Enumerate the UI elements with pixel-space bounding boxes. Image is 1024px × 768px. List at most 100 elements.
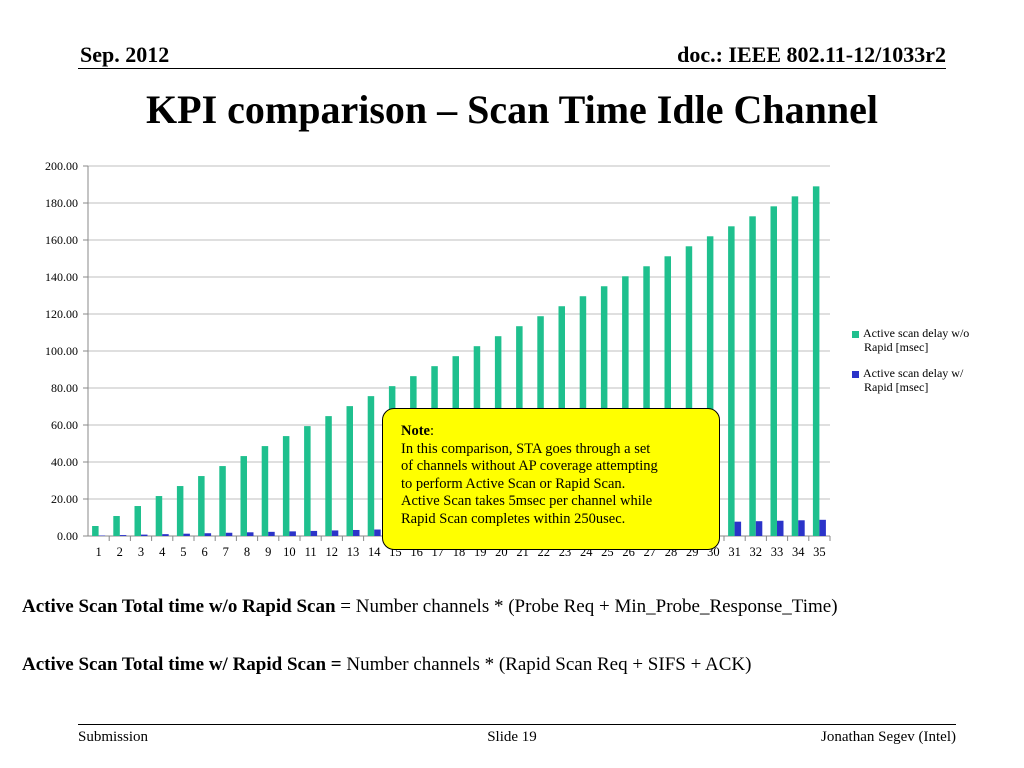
note-line: In this comparison, STA goes through a s…: [401, 440, 651, 457]
bar-series-1: [261, 446, 269, 536]
bar-series-1: [240, 456, 247, 536]
bar-series-2: [119, 535, 127, 536]
bar-series-1: [176, 486, 184, 536]
legend-label: Active scan delay w/: [863, 366, 964, 380]
bar-series-1: [92, 526, 99, 536]
x-tick-label: 8: [244, 545, 250, 559]
x-tick-label: 12: [326, 545, 339, 559]
formula-text: Number channels * (Rapid Scan Req + SIFS…: [346, 654, 752, 675]
bar-series-1: [728, 226, 735, 536]
bar-series-1: [643, 266, 650, 536]
y-tick-label: 0.00: [57, 529, 78, 543]
x-tick-label: 13: [347, 545, 360, 559]
formula-without-rapid-scan: Active Scan Total time w/o Rapid Scan = …: [22, 596, 838, 618]
bar-series-1: [113, 516, 120, 536]
x-tick-label: 9: [265, 545, 271, 559]
bar-series-2: [777, 520, 784, 536]
bar-series-1: [770, 206, 777, 536]
formula-label: Active Scan Total time w/o Rapid Scan: [22, 596, 336, 617]
x-tick-label: 35: [813, 545, 826, 559]
formula-text: = Number channels * (Probe Req + Min_Pro…: [335, 596, 838, 617]
bar-series-2: [755, 521, 763, 536]
bar-series-2: [798, 520, 805, 536]
slide-title: KPI comparison – Scan Time Idle Channel: [146, 87, 878, 132]
x-tick-label: 6: [201, 545, 207, 559]
x-tick-label: 7: [223, 545, 229, 559]
x-tick-label: 4: [159, 545, 166, 559]
header-divider: [78, 68, 946, 69]
note-line: of channels without AP coverage attempti…: [401, 458, 658, 474]
y-tick-label: 100.00: [45, 344, 78, 358]
formula-with-rapid-scan: Active Scan Total time w/ Rapid Scan = N…: [22, 654, 751, 676]
bar-series-2: [289, 531, 296, 536]
legend-label: Rapid [msec]: [864, 340, 929, 354]
legend-entry: Active scan delay w/o Rapid [msec]: [852, 326, 969, 354]
y-tick-label: 120.00: [45, 307, 78, 321]
legend-label: Rapid [msec]: [864, 380, 929, 394]
bar-series-2: [310, 530, 318, 536]
bar-series-2: [183, 533, 190, 536]
y-tick-label: 20.00: [51, 492, 78, 506]
bar-series-1: [219, 466, 226, 536]
bar-series-2: [162, 534, 169, 536]
bar-series-2: [268, 531, 275, 536]
bar-series-1: [791, 196, 799, 536]
bar-series-1: [282, 436, 290, 536]
x-tick-label: 34: [792, 545, 805, 559]
bar-series-2: [374, 529, 381, 536]
bar-series-2: [734, 521, 742, 536]
legend-label: Active scan delay w/o: [863, 326, 970, 340]
bar-series-1: [664, 256, 671, 536]
y-tick-label: 180.00: [45, 196, 78, 210]
bar-series-1: [622, 276, 629, 536]
footer-submission: Submission: [78, 729, 149, 745]
bar-series-1: [304, 426, 311, 536]
note-line: to perform Active Scan or Rapid Scan.: [401, 475, 626, 492]
x-tick-label: 14: [368, 545, 381, 559]
legend-swatch: [852, 330, 859, 338]
legend-entry: Active scan delay w/Rapid [msec]: [852, 366, 963, 394]
bar-series-1: [706, 236, 714, 537]
bar-series-2: [819, 519, 826, 536]
bar-series-1: [134, 506, 141, 536]
note-heading: Note: [401, 423, 430, 439]
bar-series-2: [141, 534, 148, 536]
note-line: Active Scan takes 5msec per channel whil…: [401, 493, 653, 509]
x-tick-label: 11: [305, 545, 317, 559]
bar-series-2: [331, 530, 339, 536]
y-tick-label: 200.00: [45, 159, 78, 173]
x-tick-label: 2: [117, 545, 123, 559]
x-tick-label: 5: [180, 545, 186, 559]
x-tick-label: 33: [771, 545, 784, 559]
y-tick-label: 140.00: [45, 270, 78, 284]
bar-series-2: [247, 532, 254, 536]
header-date: Sep. 2012: [80, 42, 170, 67]
bar-series-1: [198, 476, 205, 536]
bar-series-1: [346, 406, 353, 536]
x-tick-label: 3: [138, 545, 144, 559]
bar-series-2: [204, 533, 212, 536]
legend-swatch: [852, 370, 859, 378]
note-callout: Note: In this comparison, STA goes throu…: [382, 408, 720, 550]
footer-divider: [78, 724, 956, 725]
y-tick-label: 80.00: [51, 381, 78, 395]
bar-series-1: [685, 246, 693, 536]
x-tick-label: 31: [728, 545, 741, 559]
x-tick-label: 10: [283, 545, 296, 559]
bar-series-1: [325, 416, 332, 536]
y-tick-label: 60.00: [51, 418, 78, 432]
footer-slide-number: Slide 19: [487, 729, 537, 745]
bar-series-2: [353, 529, 360, 536]
x-tick-label: 1: [95, 545, 101, 559]
bar-series-1: [367, 396, 375, 536]
bar-series-1: [155, 496, 163, 536]
bar-series-1: [812, 186, 820, 536]
y-tick-label: 160.00: [45, 233, 78, 247]
bar-series-2: [225, 532, 233, 536]
y-tick-label: 40.00: [51, 455, 78, 469]
note-line: Rapid Scan completes within 250usec.: [401, 510, 626, 527]
header-doc-id: doc.: IEEE 802.11-12/1033r2: [677, 42, 946, 67]
formula-label: Active Scan Total time w/ Rapid Scan =: [22, 654, 347, 675]
x-tick-label: 32: [750, 545, 763, 559]
footer-author: Jonathan Segev (Intel): [821, 729, 956, 745]
